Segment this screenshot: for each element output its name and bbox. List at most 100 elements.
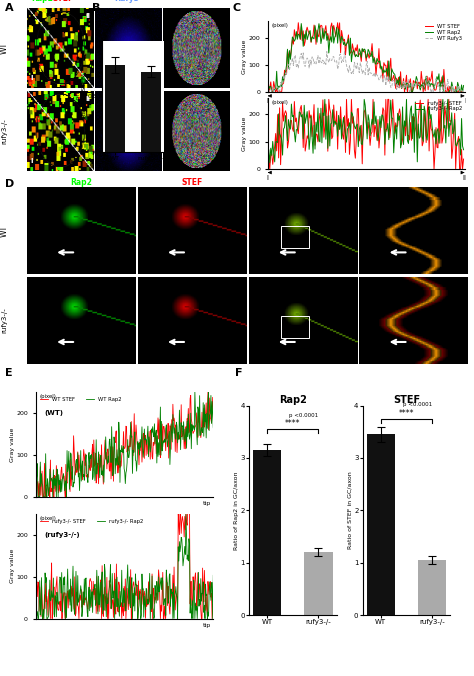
Title: STEF: STEF (393, 395, 420, 405)
WT Rufy3 (277, 89, 283, 97)
WT STEF (36, 493, 41, 501)
Text: ****: **** (399, 409, 414, 418)
Text: D: D (5, 179, 14, 189)
rufy3-/- Rap2 (278, 132, 283, 141)
Text: (pixel): (pixel) (39, 516, 56, 521)
Y-axis label: Ratio of Rap2 in GC/axon: Ratio of Rap2 in GC/axon (234, 471, 239, 550)
WT STEF (139, 458, 145, 466)
WT STEF (205, 388, 211, 396)
Text: II: II (85, 13, 90, 19)
rufy3-/- Rap2 (265, 153, 271, 162)
Title: Merge: Merge (289, 178, 317, 187)
Title: STEF: STEF (182, 178, 203, 187)
Legend: rufy3-/- STEF, rufy3-/- Rap2: rufy3-/- STEF, rufy3-/- Rap2 (38, 516, 146, 526)
WT STEF (265, 85, 271, 93)
Bar (281, 226, 309, 248)
Y-axis label: Gray value: Gray value (10, 427, 15, 462)
Title: Rap2: Rap2 (71, 178, 92, 187)
WT Rap2 (299, 20, 304, 28)
WT Rufy3 (273, 85, 279, 93)
rufy3-/- STEF (40, 614, 46, 623)
Text: tip: tip (203, 623, 211, 628)
Line: rufy3-/- STEF: rufy3-/- STEF (268, 99, 464, 169)
WT Rufy3 (342, 47, 347, 55)
WT Rap2 (33, 479, 39, 487)
rufy3-/- STEF (142, 594, 148, 602)
WT STEF (33, 481, 38, 489)
Y-axis label: Gray value: Gray value (242, 40, 247, 74)
Text: tip: tip (203, 501, 211, 506)
rufy3-/- STEF (183, 508, 189, 516)
WT STEF (278, 89, 283, 97)
rufy3-/- Rap2 (139, 570, 145, 578)
Text: WT: WT (0, 42, 9, 54)
Text: I: I (30, 75, 33, 81)
rufy3-/- Rap2 (33, 579, 38, 587)
WT Rufy3 (301, 61, 307, 69)
Text: (pixel): (pixel) (272, 24, 289, 28)
WT STEF (142, 432, 148, 440)
Text: F: F (235, 368, 242, 379)
WT Rap2 (319, 34, 325, 42)
rufy3-/- STEF (33, 561, 39, 569)
rufy3-/- STEF (184, 518, 190, 526)
Text: I: I (267, 174, 269, 180)
WT Rap2 (138, 436, 144, 444)
WT Rap2 (33, 463, 38, 471)
Text: rufy3-/-: rufy3-/- (2, 118, 8, 144)
Legend: WT STEF, WT Rap2: WT STEF, WT Rap2 (38, 395, 124, 404)
Bar (366, 435, 395, 615)
WT Rap2 (210, 424, 216, 432)
Text: ****: **** (285, 419, 301, 428)
rufy3-/- STEF (461, 155, 466, 163)
Text: C: C (232, 3, 240, 14)
Bar (141, 72, 161, 152)
Bar (253, 450, 281, 615)
WT Rap2 (142, 436, 148, 444)
WT Rufy3 (265, 89, 271, 97)
WT STEF (274, 84, 280, 93)
Line: WT Rap2: WT Rap2 (268, 24, 464, 93)
rufy3-/- STEF (277, 104, 283, 112)
Text: p <0.0001: p <0.0001 (289, 412, 319, 418)
WT Rap2 (446, 89, 452, 97)
Line: rufy3-/- STEF: rufy3-/- STEF (36, 512, 213, 619)
WT STEF (303, 27, 309, 35)
Y-axis label: Gray value: Gray value (242, 116, 247, 151)
rufy3-/- Rap2 (138, 611, 144, 619)
rufy3-/- Rap2 (195, 598, 201, 606)
Line: WT STEF: WT STEF (36, 392, 213, 497)
rufy3-/- Rap2 (453, 141, 458, 149)
rufy3-/- STEF (265, 165, 271, 173)
WT Rap2 (269, 89, 274, 97)
Text: I: I (267, 98, 269, 104)
rufy3-/- Rap2 (210, 571, 216, 579)
rufy3-/- STEF (445, 110, 451, 118)
WT STEF (138, 436, 144, 444)
Title: Rap2: Rap2 (279, 395, 307, 405)
WT STEF (33, 476, 39, 484)
Bar (281, 316, 309, 337)
WT STEF (461, 89, 466, 97)
rufy3-/- STEF (139, 592, 145, 600)
WT STEF (446, 88, 452, 96)
WT Rap2 (278, 81, 283, 89)
Text: E: E (5, 368, 12, 379)
Title: Merge: Merge (400, 178, 428, 187)
Text: B: B (92, 3, 101, 14)
WT Rufy3 (452, 85, 457, 93)
Line: rufy3-/- Rap2: rufy3-/- Rap2 (36, 514, 213, 619)
WT Rap2 (192, 388, 198, 396)
Text: I: I (30, 158, 33, 164)
Text: (pixel): (pixel) (39, 394, 56, 399)
WT STEF (453, 82, 458, 91)
Text: II: II (85, 95, 90, 101)
Line: WT Rap2: WT Rap2 (36, 392, 213, 497)
Legend: WT STEF, WT Rap2, WT Rufy3: WT STEF, WT Rap2, WT Rufy3 (423, 22, 464, 43)
Line: WT STEF: WT STEF (268, 23, 464, 93)
WT Rap2 (183, 425, 189, 433)
WT Rufy3 (461, 84, 466, 92)
Text: II: II (463, 174, 466, 180)
WT Rap2 (139, 422, 145, 431)
Text: II: II (463, 98, 466, 104)
